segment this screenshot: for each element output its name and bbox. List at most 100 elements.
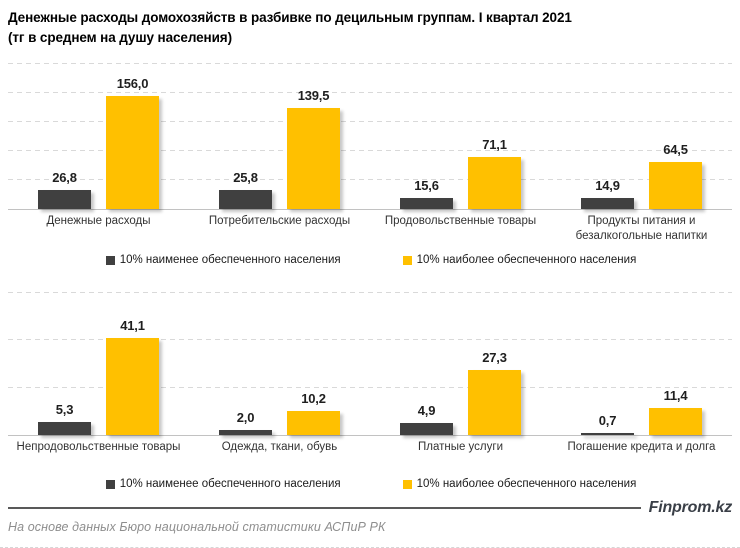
bar-column: 156,0 — [106, 64, 159, 209]
legend-swatch-icon — [402, 479, 412, 489]
bar-column: 139,5 — [287, 64, 340, 209]
bar-value-label: 5,3 — [55, 402, 74, 418]
bar-value-label: 0,7 — [598, 413, 617, 429]
gridline — [8, 339, 732, 341]
bar-column: 71,1 — [468, 64, 521, 209]
bar-column: 11,4 — [649, 293, 702, 435]
legend-item: 10% наименее обеспеченного населения — [105, 478, 341, 490]
category-label: Непродовольственные товары — [16, 441, 181, 453]
bar-column: 4,9 — [400, 293, 453, 435]
bar — [400, 197, 453, 209]
title-line-2: (тг в среднем на душу населения) — [8, 30, 232, 45]
bar-value-label: 156,0 — [116, 75, 149, 91]
bar-value-label: 2,0 — [236, 410, 255, 426]
bar-value-label: 71,1 — [482, 137, 507, 153]
bar-chart-other-expenses: 5,3 41,1 2,0 10,2 4,9 27,3 0,7 11,4 Непродоволь… — [8, 292, 734, 490]
category-label: Платные услуги — [417, 441, 504, 453]
legend-swatch-icon — [105, 255, 115, 265]
legend-label: 10% наиболее обеспеченного населения — [416, 254, 637, 266]
bar-column: 14,9 — [581, 64, 634, 209]
category-label: Продукты питания и безалкогольные напитк… — [575, 215, 708, 242]
bar-value-label: 139,5 — [297, 87, 330, 103]
bar — [287, 107, 340, 209]
category-axis: Непродовольственные товары Одежда, ткани,… — [8, 440, 732, 458]
bar-group: 4,9 27,3 — [370, 293, 551, 435]
bar-group: 25,8 139,5 — [189, 64, 370, 209]
bar-column: 15,6 — [400, 64, 453, 209]
bar — [581, 433, 634, 435]
bar — [468, 370, 521, 435]
category-label: Погашение кредита и долга — [567, 441, 716, 453]
bar-value-label: 4,9 — [417, 403, 436, 419]
chart-legend: 10% наименее обеспеченного населения 10% … — [8, 254, 734, 266]
bar — [38, 422, 91, 435]
bar-value-label: 14,9 — [595, 178, 620, 194]
bar — [581, 198, 634, 209]
bar-column: 64,5 — [649, 64, 702, 209]
gridline — [8, 292, 732, 293]
gridline — [8, 92, 732, 93]
bar — [219, 190, 272, 209]
bar — [649, 162, 702, 209]
bar — [106, 95, 159, 209]
bar-column: 5,3 — [38, 293, 91, 435]
bar-column: 0,7 — [581, 293, 634, 435]
bar-value-label: 25,8 — [233, 170, 258, 186]
bar-group: 15,6 71,1 — [370, 64, 551, 209]
legend-label: 10% наименее обеспеченного населения — [119, 254, 341, 266]
bar — [106, 337, 159, 435]
bar-group: 0,7 11,4 — [551, 293, 732, 435]
divider-line — [8, 507, 641, 509]
brand-logo: Finprom.kz — [648, 499, 733, 516]
title-line-1: Денежные расходы домохозяйств в разбивке… — [8, 10, 572, 25]
bar-value-label: 15,6 — [414, 177, 439, 193]
gridline — [8, 63, 732, 64]
legend-label: 10% наиболее обеспеченного населения — [416, 478, 637, 490]
bar-group: 14,9 64,5 — [551, 64, 732, 209]
bar — [287, 410, 340, 435]
category-axis: Денежные расходы Потребительские расходы П… — [8, 214, 732, 246]
bar-chart-main-expenses: 26,8 156,0 25,8 139,5 15,6 71,1 14,9 64,5 Денеж… — [8, 63, 734, 266]
footer-brand-line: Finprom.kz — [8, 499, 732, 517]
bar-group: 5,3 41,1 — [8, 293, 189, 435]
bar-value-label: 10,2 — [301, 390, 326, 406]
bar-group: 26,8 156,0 — [8, 64, 189, 209]
plot-area: 26,8 156,0 25,8 139,5 15,6 71,1 14,9 64,5 — [8, 63, 732, 210]
gridline — [8, 150, 732, 151]
page-title: Денежные расходы домохозяйств в разбивке… — [8, 6, 734, 48]
legend-swatch-icon — [402, 255, 412, 265]
category-label: Одежда, ткани, обувь — [221, 441, 338, 453]
category-label: Потребительские расходы — [208, 215, 351, 227]
legend-item: 10% наиболее обеспеченного населения — [402, 254, 637, 266]
bar-column: 41,1 — [106, 293, 159, 435]
bar — [649, 408, 702, 435]
bar — [468, 157, 521, 209]
plot-area: 5,3 41,1 2,0 10,2 4,9 27,3 0,7 11,4 — [8, 292, 732, 436]
gridline — [8, 386, 732, 388]
bar-groups: 5,3 41,1 2,0 10,2 4,9 27,3 0,7 11,4 — [8, 293, 732, 435]
bar-value-label: 26,8 — [52, 169, 77, 185]
gridline — [8, 121, 732, 122]
source-note: На основе данных Бюро национальной стати… — [8, 520, 386, 534]
bar-value-label: 11,4 — [663, 388, 688, 404]
bar-value-label: 64,5 — [663, 142, 688, 158]
bar-column: 2,0 — [219, 293, 272, 435]
legend-item: 10% наиболее обеспеченного населения — [402, 478, 637, 490]
chart-legend: 10% наименее обеспеченного населения 10% … — [8, 478, 734, 490]
bar-groups: 26,8 156,0 25,8 139,5 15,6 71,1 14,9 64,5 — [8, 64, 732, 209]
bar-group: 2,0 10,2 — [189, 293, 370, 435]
bar — [400, 423, 453, 435]
bar-column: 26,8 — [38, 64, 91, 209]
bar-value-label: 41,1 — [120, 317, 145, 333]
bar-column: 27,3 — [468, 293, 521, 435]
gridline — [8, 179, 732, 180]
category-label: Денежные расходы — [46, 215, 151, 227]
bar-value-label: 27,3 — [482, 350, 507, 366]
bar-column: 10,2 — [287, 293, 340, 435]
legend-item: 10% наименее обеспеченного населения — [105, 254, 341, 266]
bar — [219, 430, 272, 435]
legend-label: 10% наименее обеспеченного населения — [119, 478, 341, 490]
bar-column: 25,8 — [219, 64, 272, 209]
category-label: Продовольственные товары — [384, 215, 537, 227]
